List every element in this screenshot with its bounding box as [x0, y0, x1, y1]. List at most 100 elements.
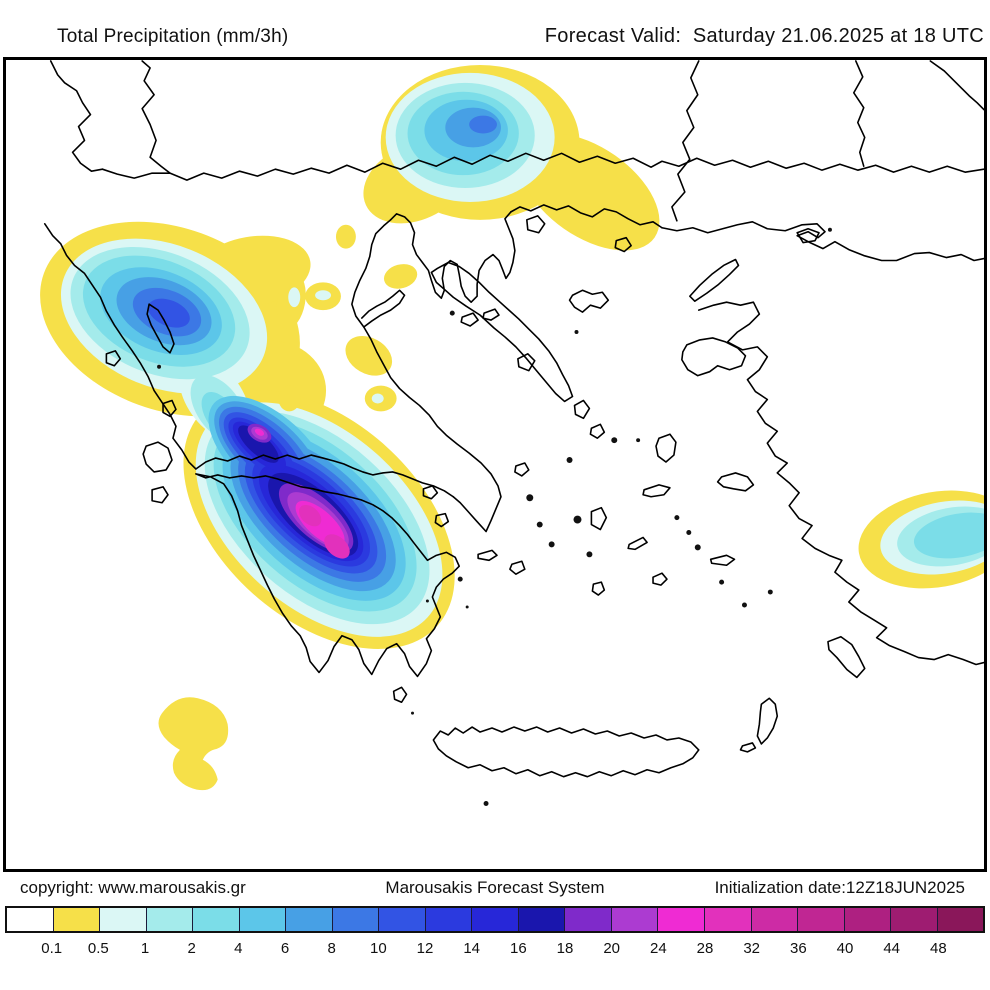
island-andros [573, 399, 591, 420]
island-nisyros [719, 579, 725, 585]
precipitation-layers [40, 64, 984, 791]
island-marmara-islet [827, 227, 832, 232]
colorbar-cell [891, 908, 938, 931]
colorbar-tick: 6 [280, 940, 290, 957]
island-symi [767, 589, 773, 595]
island-chios [655, 433, 677, 463]
colorbar-cell [286, 908, 333, 931]
island-aegina [434, 512, 450, 528]
coast-crete [432, 726, 700, 778]
colorbar-cell [798, 908, 845, 931]
islands [105, 215, 866, 806]
colorbar-cell [751, 908, 799, 931]
island-kasos [739, 742, 757, 753]
system-name-text: Marousakis Forecast System [385, 878, 605, 897]
island-samos [716, 472, 755, 492]
copyright-text: copyright: www.marousakis.gr [20, 878, 246, 897]
island-speck-1 [425, 599, 429, 603]
island-kythnos [526, 494, 534, 502]
colorbar-cell [193, 908, 240, 931]
colorbar-cell [239, 908, 287, 931]
island-alonissos [482, 308, 500, 321]
map-title: Total Precipitation (mm/3h) [57, 26, 289, 47]
island-psara [636, 438, 641, 443]
colorbar-tick: 28 [696, 940, 714, 957]
island-hydra [477, 549, 498, 562]
island-lefkada [162, 399, 177, 418]
colorbar-cell [472, 908, 519, 931]
island-samothrace [614, 236, 632, 253]
border-evros [671, 60, 700, 222]
island-ikaria [642, 484, 671, 498]
colorbar-tick: 4 [234, 940, 243, 957]
island-kos [709, 554, 736, 567]
colorbar-tick: 44 [883, 940, 900, 957]
island-corfu [146, 303, 175, 354]
coast-turkey-north [661, 221, 984, 262]
initialization-text: Initialization date:12Z18JUN2025 [714, 878, 965, 897]
coast-euboea [430, 261, 574, 403]
island-kefalonia [142, 441, 173, 473]
island-speck-2 [465, 605, 469, 609]
island-paros [573, 515, 582, 524]
footer-row: copyright: www.marousakis.gr Marousakis … [3, 876, 987, 900]
island-kalymnos [694, 544, 701, 551]
island-milos [509, 560, 526, 575]
island-leros [686, 530, 692, 535]
island-skyros [517, 353, 536, 372]
colorbar-cell [332, 908, 380, 931]
colorbar-cell [100, 908, 147, 931]
colorbar-tick: 10 [369, 940, 387, 957]
colorbar-cell [937, 908, 984, 931]
island-nw-islet [105, 350, 122, 367]
island-patmos [674, 515, 680, 521]
coast-turkey-west [697, 301, 984, 666]
island-mykonos [611, 437, 618, 444]
colorbar-tick: 32 [743, 940, 760, 957]
island-kea [514, 462, 530, 477]
island-rhodes [827, 635, 866, 679]
colorbar-tick: 48 [929, 940, 947, 957]
coast-pelion-hook [361, 289, 406, 328]
colorbar-cell [611, 908, 659, 931]
colorbar-cell [518, 908, 566, 931]
island-skopelos [460, 312, 479, 327]
island-amorgos [627, 536, 648, 551]
colorbar-tick: 12 [416, 940, 434, 957]
island-kythira [392, 686, 408, 704]
island-marmara [796, 227, 820, 244]
island-sifnos [548, 541, 555, 548]
island-syros [566, 457, 573, 464]
island-santorini [591, 581, 606, 596]
border-north [101, 152, 984, 181]
island-antikythira [411, 711, 414, 715]
colorbar-cell [565, 908, 612, 931]
coast-gallipoli [689, 258, 740, 303]
island-limnos [568, 289, 610, 313]
colorbar-tick: 24 [649, 940, 667, 957]
colorbar-cell [146, 908, 194, 931]
colorbar-cell [425, 908, 473, 931]
colorbar-tick: 20 [603, 940, 620, 957]
border-albania-west [49, 60, 104, 172]
island-tinos [589, 423, 606, 439]
map-canvas [40, 60, 984, 806]
colorbar-tick: 8 [327, 940, 336, 957]
colorbar-tick: 2 [187, 940, 196, 957]
colorbar-tick: 16 [509, 940, 527, 957]
coast-gulf-corinth-north [195, 454, 455, 498]
colorbar-cell [658, 908, 705, 931]
island-salamis [422, 485, 439, 500]
island-karpathos [756, 697, 779, 745]
island-astypalea [652, 572, 668, 586]
colorbar-tick: 14 [463, 940, 480, 957]
island-zakynthos [151, 486, 169, 504]
forecast-valid-text: Forecast Valid: Saturday 21.06.2025 at 1… [544, 25, 984, 47]
coastlines [43, 60, 984, 778]
island-spetses [457, 576, 463, 582]
colorbar-ticks: 0.1 0.5 1 2 4 6 8 10 12 14 16 18 20 24 28 32 36 40 44 48 [5, 940, 985, 962]
island-serifos [536, 521, 543, 528]
colorbar-tick: 0.1 [41, 940, 63, 957]
colorbar-tick: 0.5 [87, 940, 109, 957]
